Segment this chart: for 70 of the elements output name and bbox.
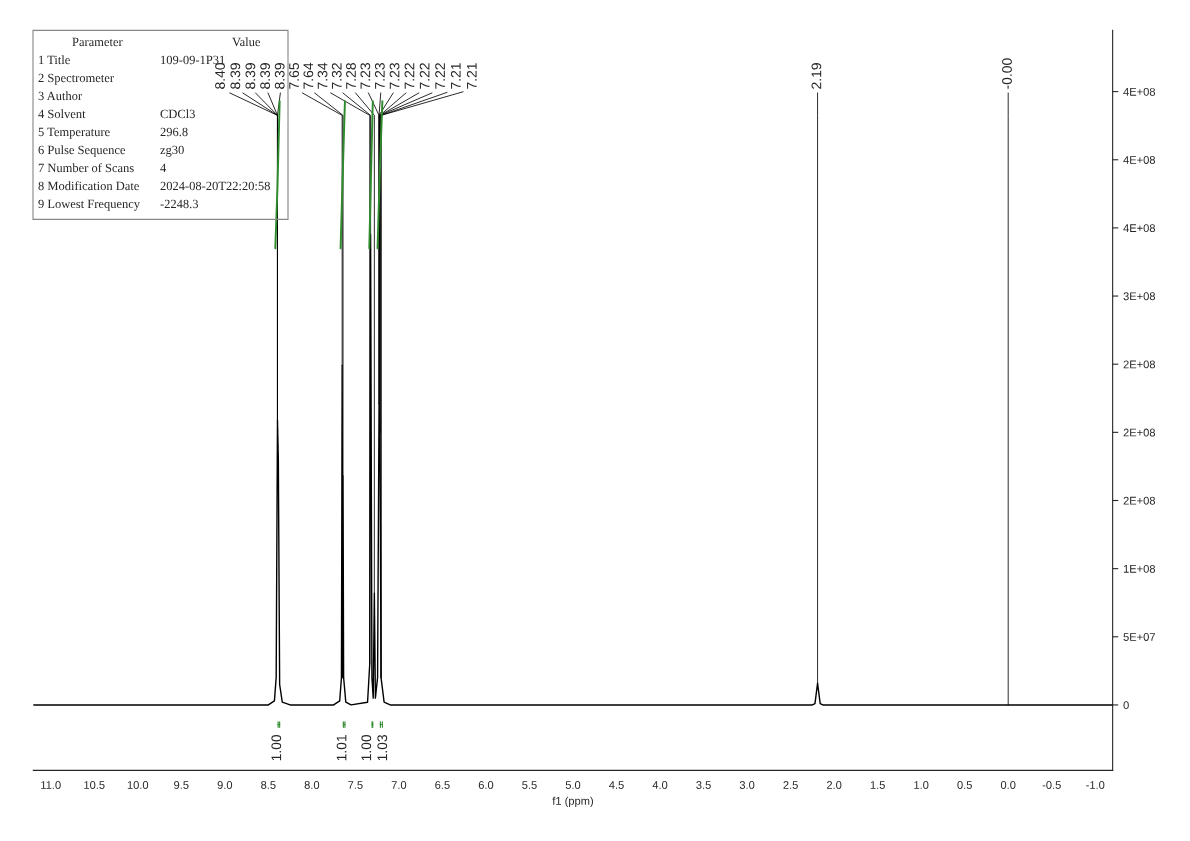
y-tick-label: 4E+08 [1123,156,1156,164]
annotation: 7.28 [346,63,356,89]
y-tick-label: 0 [1123,701,1129,710]
x-tick-label: 5.5 [522,781,537,789]
annotation: 7.65 [289,63,299,89]
x-tick-label: 0.5 [957,781,972,789]
annotation: 7.23 [360,63,371,89]
x-tick-label: -1.0 [1086,781,1105,789]
y-tick-label: 1E+08 [1123,564,1156,573]
x-tick-label: 7.5 [348,781,363,789]
text: 6 Pulse Sequence zg30 [38,145,184,157]
annotation: 7.34 [317,62,328,89]
annotation: 7.21 [466,63,477,89]
x-tick-label: 10.0 [127,781,149,789]
y-tick-label: 5E+07 [1123,633,1155,641]
annotation: 2 Spectrometer [38,73,114,85]
annotation: 8.39 [260,63,271,89]
annotation: 7.32 [331,63,342,89]
annotation: 1.00 [271,734,282,761]
text: 1 Title 109-09-1P31 [39,55,225,65]
text: 4 Solvent CDCl3 [38,109,195,119]
x-tick-label: 8.5 [261,781,276,789]
x-tick-label: 9.5 [174,781,189,789]
y-tick-label: 4E+08 [1123,87,1156,96]
annotation: -0.00 [1002,58,1012,89]
annotation: 1.00 [361,734,372,761]
y-tick-label: 2E+08 [1123,428,1156,437]
annotation: 7.22 [419,63,430,89]
text: Parameter Value [72,37,261,47]
annotation: 2.19 [811,63,822,89]
x-tick-label: 5.0 [565,781,581,789]
x-tick-label: 9.0 [217,781,233,789]
x-tick-label: 11.0 [41,781,61,789]
x-tick-label: 2.0 [826,781,842,789]
text: 7 Number of Scans 4 [38,163,167,173]
annotation: 1.03 [377,734,388,761]
annotation: 7.64 [303,62,314,89]
annotation: 7.23 [374,63,385,89]
annotation: 1.01 [336,735,347,761]
annotation: 8.39 [230,63,241,89]
x-axis-title: f1 (ppm) [552,796,593,808]
x-tick-label: 2.5 [783,781,798,789]
annotation: 7.22 [435,63,445,89]
y-tick-label: 2E+08 [1123,360,1156,369]
text: 5 Temperature 296.8 [38,127,188,139]
text: 9 Lowest Frequency -2248.3 [38,199,199,211]
x-tick-label: 3.0 [739,781,755,789]
annotation: 8.39 [274,63,285,89]
x-tick-label: 1.5 [870,781,885,789]
x-tick-label: 4.0 [652,781,668,789]
x-tick-label: 6.0 [478,781,494,789]
y-tick-label: 3E+08 [1123,292,1156,301]
x-tick-label: 10.5 [84,781,105,789]
annotation: 7.21 [450,63,461,89]
x-tick-label: -0.5 [1042,781,1061,789]
x-tick-label: 3.5 [696,781,711,789]
annotation: 7.23 [389,63,400,89]
y-tick-label: 2E+08 [1123,496,1156,505]
x-tick-label: 1.0 [914,781,929,789]
x-tick-label: 6.5 [435,781,450,789]
x-tick-label: 8.0 [304,781,320,789]
annotation: 8.40 [215,62,225,89]
y-tick-label: 4E+08 [1123,224,1156,233]
annotation: 3 Author [38,91,82,101]
annotation: 7.22 [404,63,415,89]
x-tick-label: 0.0 [1000,781,1016,789]
x-tick-label: 7.0 [391,781,407,789]
text: 8 Modification Date 2024-08-20T22:20:58 [38,181,270,191]
annotation: 8.39 [245,63,256,89]
x-tick-label: 4.5 [609,781,624,789]
